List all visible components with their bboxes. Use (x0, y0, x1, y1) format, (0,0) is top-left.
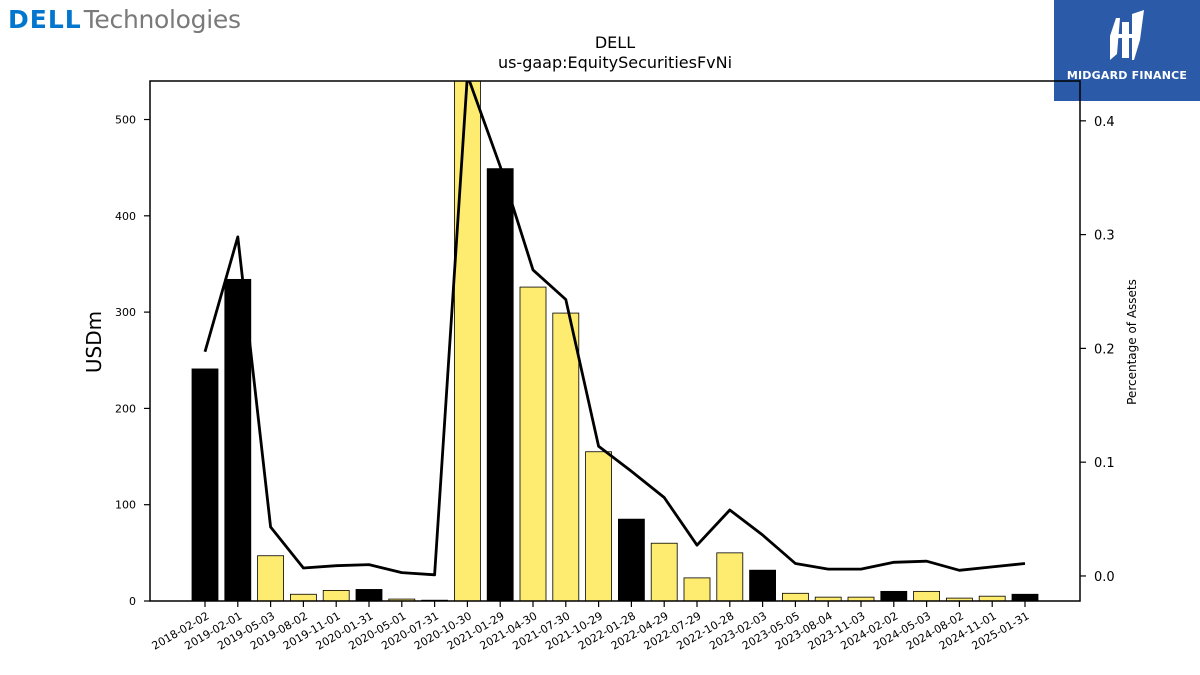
right-axis-ticks: 0.0 0.1 0.2 0.3 0.4 (1080, 115, 1115, 585)
y2-tick-label: 0.3 (1094, 229, 1115, 244)
percentage-of-assets-line (203, 81, 1026, 577)
bar-2018-02-02 (191, 368, 219, 602)
bar-2020-01-31 (355, 589, 383, 602)
bar-2023-05-05 (782, 592, 809, 602)
y-tick-label: 500 (115, 114, 136, 127)
chart-title: DELL (595, 33, 635, 52)
bar-2020-10-30 (453, 80, 481, 602)
line-layer (203, 81, 1026, 577)
bar-2022-04-29 (650, 542, 678, 602)
dell-logo-word: DELL (8, 4, 82, 34)
bar-2022-07-29 (683, 577, 711, 602)
y2-tick-label: 0.1 (1094, 456, 1115, 471)
dell-technologies-logo: DELL Technologies (8, 2, 241, 36)
bar-2023-02-03 (749, 569, 776, 602)
midgard-finance-logo: MIDGARD FINANCE (1054, 0, 1200, 101)
bars-group (191, 80, 1039, 602)
y-tick-label: 0 (129, 595, 136, 608)
chart-subtitle: us-gaap:EquitySecuritiesFvNi (498, 53, 732, 72)
bar-2019-08-02 (289, 593, 317, 602)
bar-2024-05-03 (913, 590, 940, 602)
bar-2021-04-30 (519, 286, 547, 602)
y-tick-label: 400 (115, 210, 136, 223)
midgard-finance-label: MIDGARD FINANCE (1066, 69, 1188, 82)
bar-2025-01-31 (1011, 593, 1039, 602)
midgard-emblem-icon (1110, 10, 1144, 60)
bar-2019-02-01 (224, 278, 252, 602)
y-tick-label: 300 (115, 306, 136, 319)
y2-tick-label: 0.0 (1094, 570, 1115, 585)
technologies-logo-word: Technologies (83, 4, 241, 34)
left-axis-ticks: 0 100 200 300 400 500 (115, 114, 150, 608)
bar-2019-05-03 (257, 555, 285, 602)
plot-frame (149, 80, 1081, 602)
bar-2024-02-02 (880, 590, 908, 602)
bar-2019-11-01 (322, 590, 350, 602)
bar-2021-07-30 (552, 312, 580, 602)
y-tick-label: 100 (115, 499, 136, 512)
bar-2022-10-28 (716, 552, 744, 602)
bar-2021-10-29 (585, 451, 612, 602)
y2-tick-label: 0.2 (1094, 342, 1115, 357)
y2-tick-label: 0.4 (1094, 115, 1115, 130)
bar-2021-01-29 (486, 168, 514, 602)
y-tick-label: 200 (115, 402, 136, 415)
axes-group (149, 80, 1081, 602)
bar-2022-01-28 (618, 518, 645, 602)
x-axis-ticks: 2018-02-022019-02-012019-05-032019-08-02… (150, 601, 1032, 653)
y-axis-label: USDm (82, 311, 106, 373)
y2-axis-label: Percentage of Assets (1125, 279, 1139, 405)
